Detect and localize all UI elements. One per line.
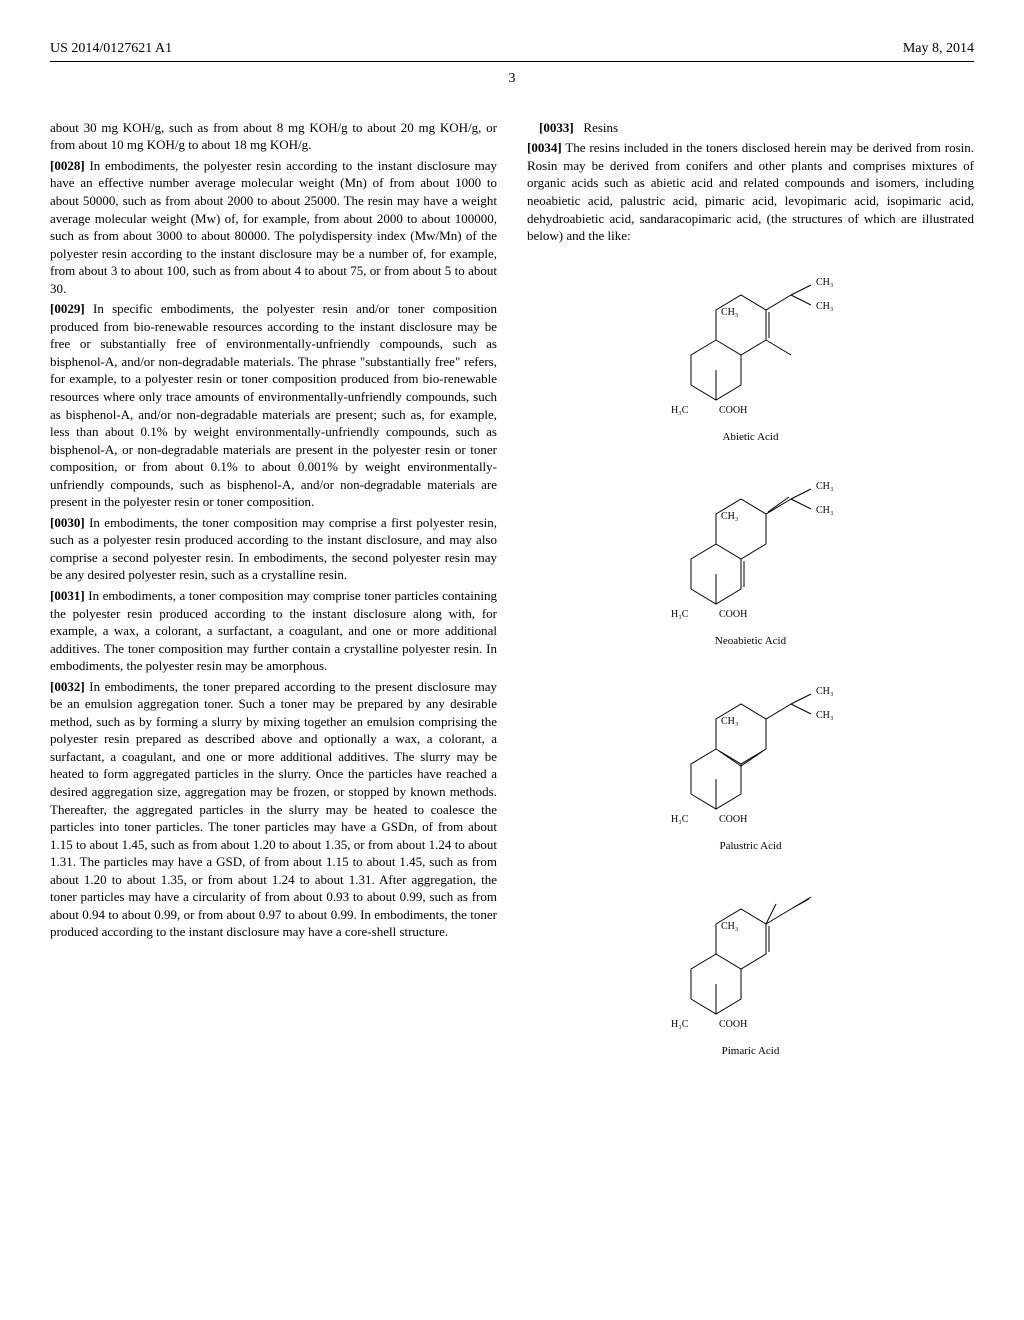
structure-label: Pimaric Acid [722, 1044, 780, 1059]
left-column: about 30 mg KOH/g, such as from about 8 … [50, 119, 497, 1059]
ch3-label: CH₃ [721, 921, 738, 932]
page-header: US 2014/0127621 A1 May 8, 2014 [50, 40, 974, 62]
ch3-label: CH₃ [721, 511, 738, 522]
h3c-label: H₃C [671, 609, 689, 620]
para-num: [0031] [50, 588, 85, 603]
h3c-label: H₃C [671, 405, 689, 416]
publication-date: May 8, 2014 [903, 40, 974, 59]
cooh-label: COOH [719, 814, 747, 825]
para-30: [0030] In embodiments, the toner composi… [50, 514, 497, 584]
para-text: Resins [583, 120, 618, 135]
chemical-structures: CH₃ CH₃ CH₃ H₃C COOH Abietic Acid [527, 265, 974, 1059]
para-num: [0033] [539, 120, 574, 135]
structure-pimaric: CH₃ H₃C COOH Pimaric Acid [661, 879, 841, 1059]
ch3-label: CH₃ [721, 307, 738, 318]
para-num: [0032] [50, 679, 85, 694]
para-num: [0029] [50, 301, 85, 316]
ch3-label: CH₃ [816, 505, 833, 516]
page-number: 3 [50, 70, 974, 89]
ch3-label: CH₃ [816, 277, 833, 288]
structure-label: Palustric Acid [719, 839, 781, 854]
ch3-label: CH₃ [816, 481, 833, 492]
structure-label: Abietic Acid [723, 430, 779, 445]
para-29: [0029] In specific embodiments, the poly… [50, 300, 497, 511]
para-text: The resins included in the toners disclo… [527, 140, 974, 243]
structure-palustric: CH₃ CH₃ CH₃ H₃C COOH Palustric Acid [661, 674, 841, 854]
h3c-label: H₃C [671, 1019, 689, 1030]
para-text: In embodiments, the polyester resin acco… [50, 158, 497, 296]
para-num: [0028] [50, 158, 85, 173]
para-31: [0031] In embodiments, a toner compositi… [50, 587, 497, 675]
para-num: [0030] [50, 515, 85, 530]
abietic-svg: CH₃ CH₃ CH₃ H₃C COOH [661, 265, 841, 425]
para-34: [0034] The resins included in the toners… [527, 139, 974, 244]
palustric-svg: CH₃ CH₃ CH₃ H₃C COOH [661, 674, 841, 834]
cooh-label: COOH [719, 1019, 747, 1030]
ch3-label: CH₃ [816, 710, 833, 721]
para-27-cont: about 30 mg KOH/g, such as from about 8 … [50, 119, 497, 154]
h3c-label: H₃C [671, 814, 689, 825]
structure-neoabietic: CH₃ CH₃ CH₃ H₃C COOH Neoabietic Acid [661, 469, 841, 649]
para-num: [0034] [527, 140, 562, 155]
para-28: [0028] In embodiments, the polyester res… [50, 157, 497, 297]
para-33: [0033] Resins [527, 119, 974, 137]
neoabietic-svg: CH₃ CH₃ CH₃ H₃C COOH [661, 469, 841, 629]
para-text: In embodiments, the toner composition ma… [50, 515, 497, 583]
ch3-label: CH₃ [816, 301, 833, 312]
structure-label: Neoabietic Acid [715, 634, 786, 649]
para-text: In specific embodiments, the polyester r… [50, 301, 497, 509]
right-column: [0033] Resins [0034] The resins included… [527, 119, 974, 1059]
cooh-label: COOH [719, 609, 747, 620]
ch3-label: CH₃ [816, 686, 833, 697]
publication-number: US 2014/0127621 A1 [50, 40, 172, 59]
para-text: In embodiments, a toner composition may … [50, 588, 497, 673]
ch3-label: CH₃ [721, 716, 738, 727]
content-columns: about 30 mg KOH/g, such as from about 8 … [50, 119, 974, 1059]
cooh-label: COOH [719, 405, 747, 416]
structure-abietic: CH₃ CH₃ CH₃ H₃C COOH Abietic Acid [661, 265, 841, 445]
pimaric-svg: CH₃ H₃C COOH [661, 879, 841, 1039]
para-32: [0032] In embodiments, the toner prepare… [50, 678, 497, 941]
para-text: In embodiments, the toner prepared accor… [50, 679, 497, 940]
